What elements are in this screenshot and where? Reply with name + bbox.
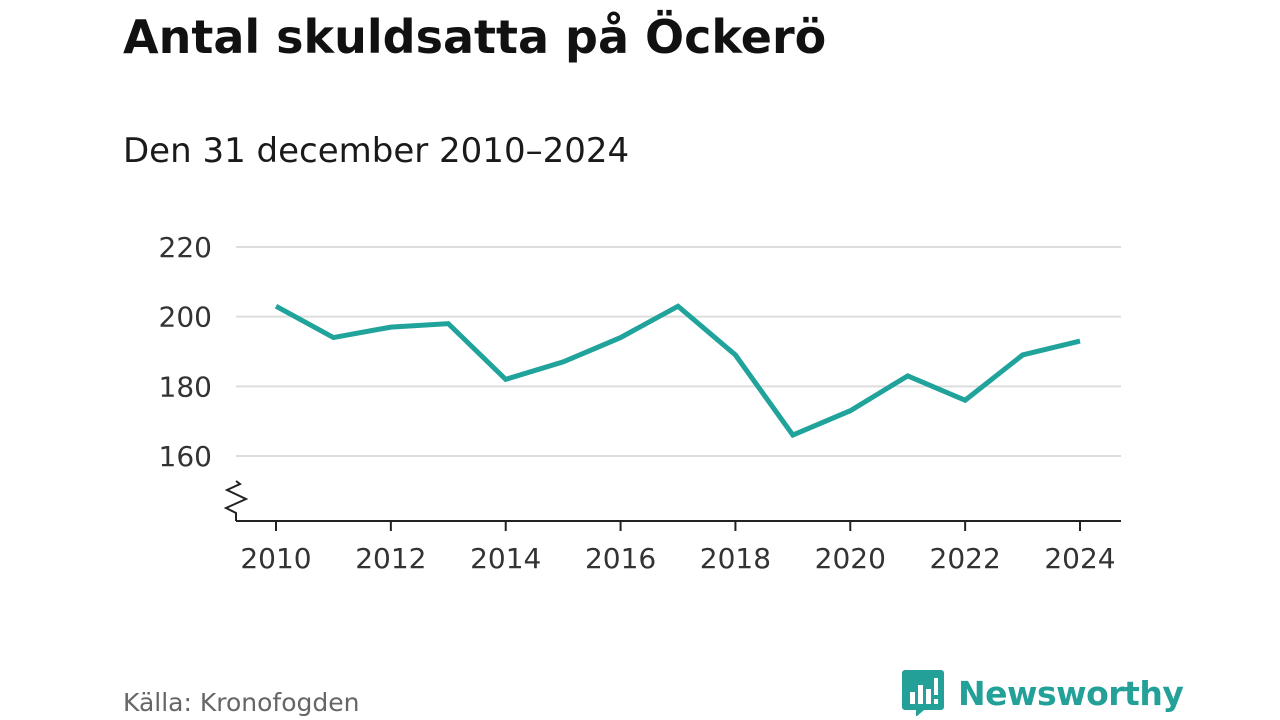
axis-break-icon xyxy=(223,480,249,521)
series xyxy=(274,303,1081,439)
x-tick-label: 2014 xyxy=(470,542,541,575)
y-tick-label: 180 xyxy=(159,370,212,403)
x-tick-label: 2020 xyxy=(815,542,886,575)
gridlines xyxy=(236,246,1121,457)
y-tick-label: 220 xyxy=(159,231,212,264)
x-tick-label: 2024 xyxy=(1044,542,1115,575)
x-tick-label: 2012 xyxy=(355,542,426,575)
y-tick-label: 160 xyxy=(159,440,212,473)
chart-title: Antal skuldsatta på Öckerö xyxy=(123,10,827,64)
brand-name: Newsworthy xyxy=(958,673,1184,713)
x-tick-labels: 2010 2012 2014 2016 2018 2020 2022 2024 xyxy=(240,521,1116,575)
x-tick-label: 2022 xyxy=(930,542,1001,575)
source-note: Källa: Kronofogden xyxy=(123,688,360,717)
y-tick-label: 200 xyxy=(159,301,212,334)
series-line-0 xyxy=(274,303,1081,439)
chart-subtitle: Den 31 december 2010–2024 xyxy=(123,131,630,171)
x-tick-label: 2018 xyxy=(700,542,771,575)
brand-logo[interactable]: Newsworthy xyxy=(902,670,1184,716)
x-tick-label: 2016 xyxy=(585,542,656,575)
y-tick-labels: 160 180 200 220 xyxy=(159,231,212,473)
x-tick-label: 2010 xyxy=(240,542,311,575)
newsworthy-logo-icon xyxy=(902,670,944,716)
axes xyxy=(223,480,1121,522)
